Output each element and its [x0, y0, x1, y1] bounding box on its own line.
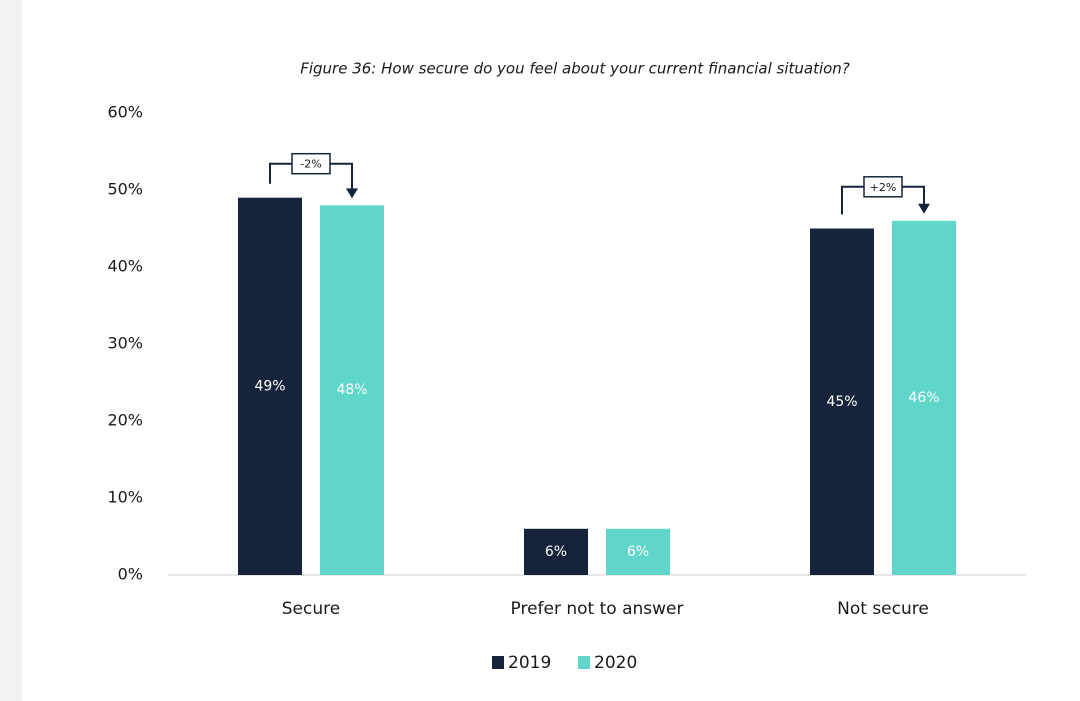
y-tick-label: 30% — [107, 334, 143, 353]
legend-swatch — [492, 656, 504, 669]
chart-title: Figure 36: How secure do you feel about … — [300, 60, 850, 78]
bar — [320, 205, 384, 575]
bar — [810, 228, 874, 575]
bar — [892, 220, 956, 576]
legend-swatch — [578, 656, 590, 669]
value-label: 45% — [826, 394, 857, 410]
value-label: 46% — [908, 390, 939, 406]
legend-label: 2020 — [594, 653, 637, 673]
value-label: 6% — [545, 544, 567, 560]
y-tick-label: 10% — [107, 488, 143, 507]
y-tick-label: 0% — [118, 565, 143, 584]
arrow-head — [346, 188, 358, 199]
side-strip — [0, 0, 22, 701]
arrow-head — [918, 203, 930, 214]
x-tick-label: Prefer not to answer — [511, 599, 684, 619]
annotation-text: +2% — [870, 181, 897, 194]
annotation-box — [291, 152, 331, 175]
y-tick-label: 40% — [107, 257, 143, 276]
x-tick-label: Not secure — [837, 599, 929, 619]
legend-label: 2019 — [508, 653, 551, 673]
bar — [524, 528, 588, 575]
x-tick-label: Secure — [282, 599, 340, 619]
y-tick-label: 60% — [107, 103, 143, 122]
annotation-text: -2% — [300, 158, 321, 171]
y-tick-label: 50% — [107, 180, 143, 199]
y-tick-label: 20% — [107, 411, 143, 430]
bar — [238, 197, 302, 575]
annotation-box — [863, 176, 903, 198]
value-label: 49% — [254, 378, 285, 394]
value-label: 6% — [627, 544, 649, 560]
value-label: 48% — [336, 382, 367, 398]
bar — [606, 528, 670, 575]
